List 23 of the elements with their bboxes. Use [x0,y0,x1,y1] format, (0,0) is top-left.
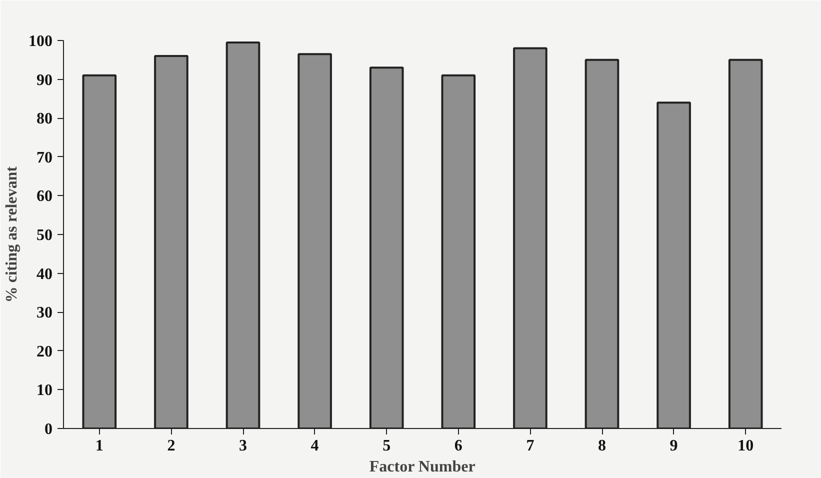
x-tick-label: 8 [598,438,606,454]
y-tick-label: 60 [36,188,52,206]
x-tick-label: 5 [382,438,391,454]
x-tick-label: 1 [95,438,104,454]
x-axis-title: Factor Number [369,458,476,476]
y-tick-label: 30 [36,304,52,322]
y-tick-label: 20 [36,343,52,360]
x-tick-label: 10 [738,438,754,454]
y-tick-label: 40 [36,266,52,283]
x-tick-label: 9 [670,438,678,454]
x-tick-label: 4 [310,438,319,454]
x-tick-label: 6 [454,438,462,454]
y-axis-title: % citing as relevant [4,166,20,303]
y-tick-label: 10 [36,382,52,400]
y-tick-label: 0 [44,421,52,438]
x-tick-label: 7 [526,438,534,454]
x-tick-label: 3 [239,438,247,454]
y-tick-label: 80 [36,110,52,128]
y-tick-label: 70 [36,149,52,166]
x-tick-label: 2 [167,438,176,454]
y-tick-label: 90 [36,72,52,89]
y-tick-label: 100 [28,33,52,50]
y-tick-label: 50 [36,227,52,244]
